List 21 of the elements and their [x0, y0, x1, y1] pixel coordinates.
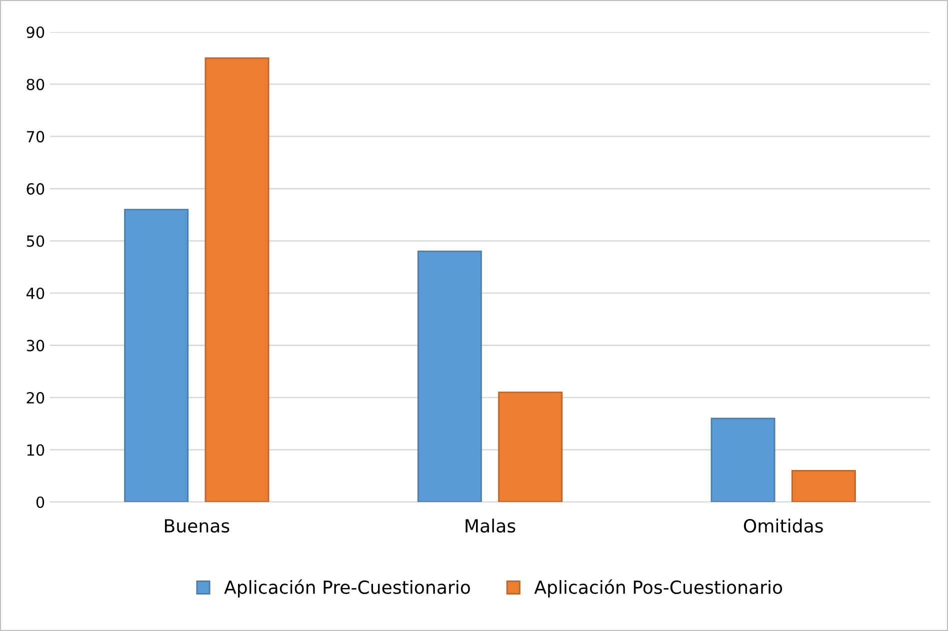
bar	[710, 418, 776, 502]
y-tick-label: 40	[26, 288, 44, 300]
x-tick-label: Malas	[466, 518, 516, 533]
x-tick-label: Buenas	[165, 519, 230, 533]
y-tick-label: 50	[26, 235, 44, 247]
y-tick-label: 10	[27, 444, 44, 456]
bar	[498, 392, 563, 502]
y-tick-label: 20	[26, 392, 44, 404]
legend-label: Aplicación Pos-Cuestionario	[534, 579, 782, 598]
x-tick-label: Omitidas	[744, 518, 823, 533]
legend-label: Aplicación Pre-Cuestionario	[224, 579, 470, 598]
y-tick-label: 80	[26, 78, 44, 90]
y-tick-label: 60	[26, 183, 44, 195]
y-tick-label: 0	[36, 496, 44, 508]
y-tick-label: 90	[26, 26, 44, 38]
bar	[124, 208, 189, 502]
bar	[791, 470, 856, 502]
y-tick-label: 30	[26, 340, 44, 352]
y-tick-label: 70	[26, 130, 44, 142]
bar	[417, 250, 482, 502]
bar	[204, 57, 270, 502]
